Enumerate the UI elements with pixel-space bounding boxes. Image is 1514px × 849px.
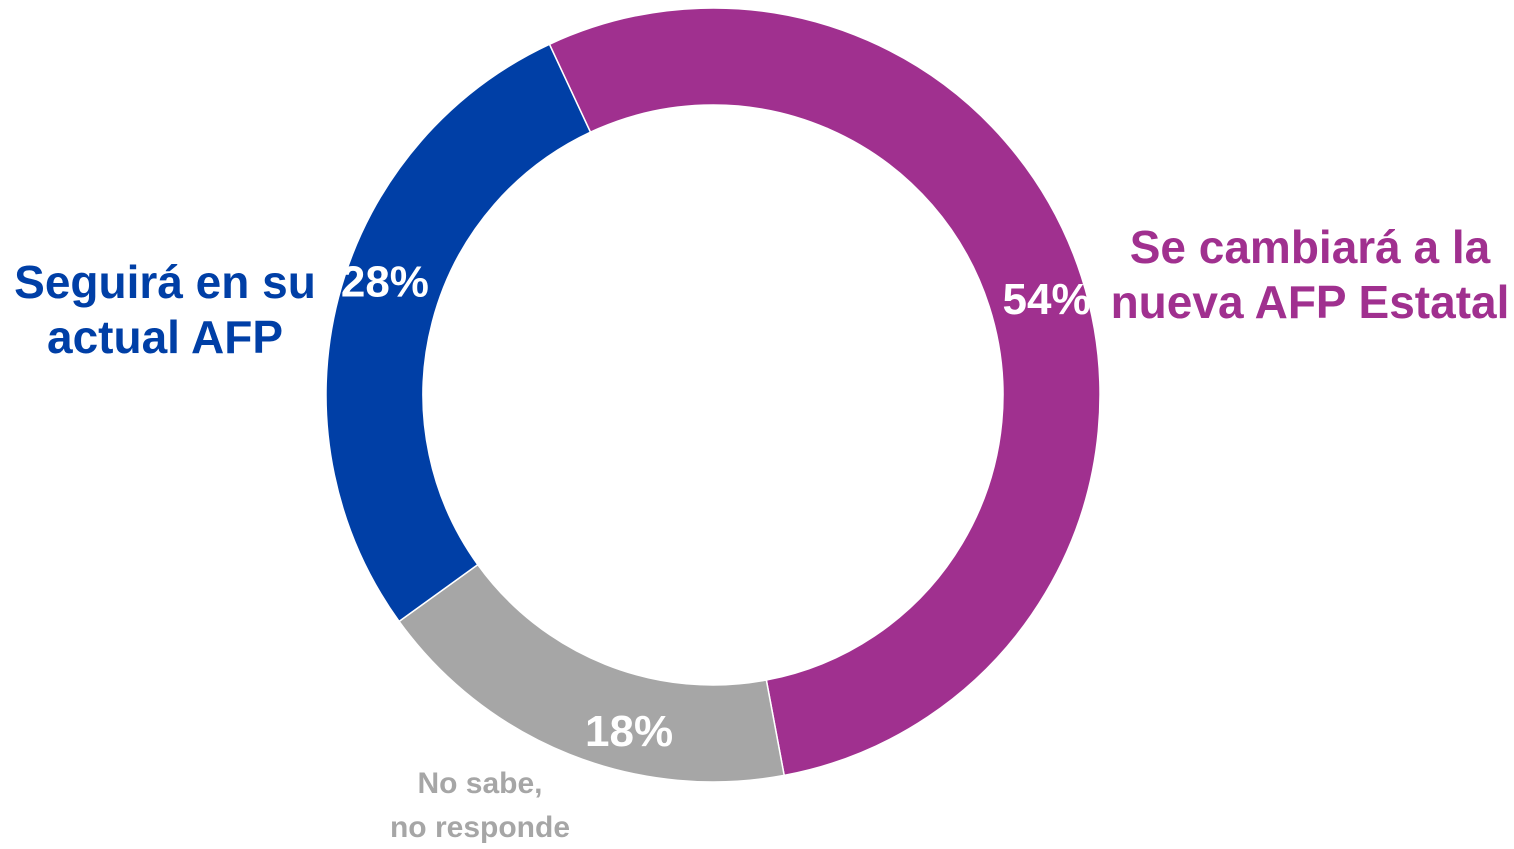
category-label-line: Seguirá en su	[10, 255, 320, 310]
category-label-line: nueva AFP Estatal	[1110, 275, 1510, 330]
value-label: 28%	[341, 258, 429, 307]
category-label-switch: Se cambiará a la nueva AFP Estatal	[1110, 220, 1510, 330]
category-label-line: no responde	[360, 806, 600, 849]
segment-stay	[326, 44, 590, 621]
value-label: 18%	[585, 707, 673, 756]
segment-switch	[549, 8, 1100, 775]
value-label: 54%	[1003, 275, 1091, 324]
category-label-stay: Seguirá en su actual AFP	[10, 255, 320, 365]
category-label-line: No sabe,	[360, 762, 600, 806]
category-label-line: actual AFP	[10, 310, 320, 365]
category-label-line: Se cambiará a la	[1110, 220, 1510, 275]
category-label-no-answer: No sabe, no responde	[360, 762, 600, 849]
